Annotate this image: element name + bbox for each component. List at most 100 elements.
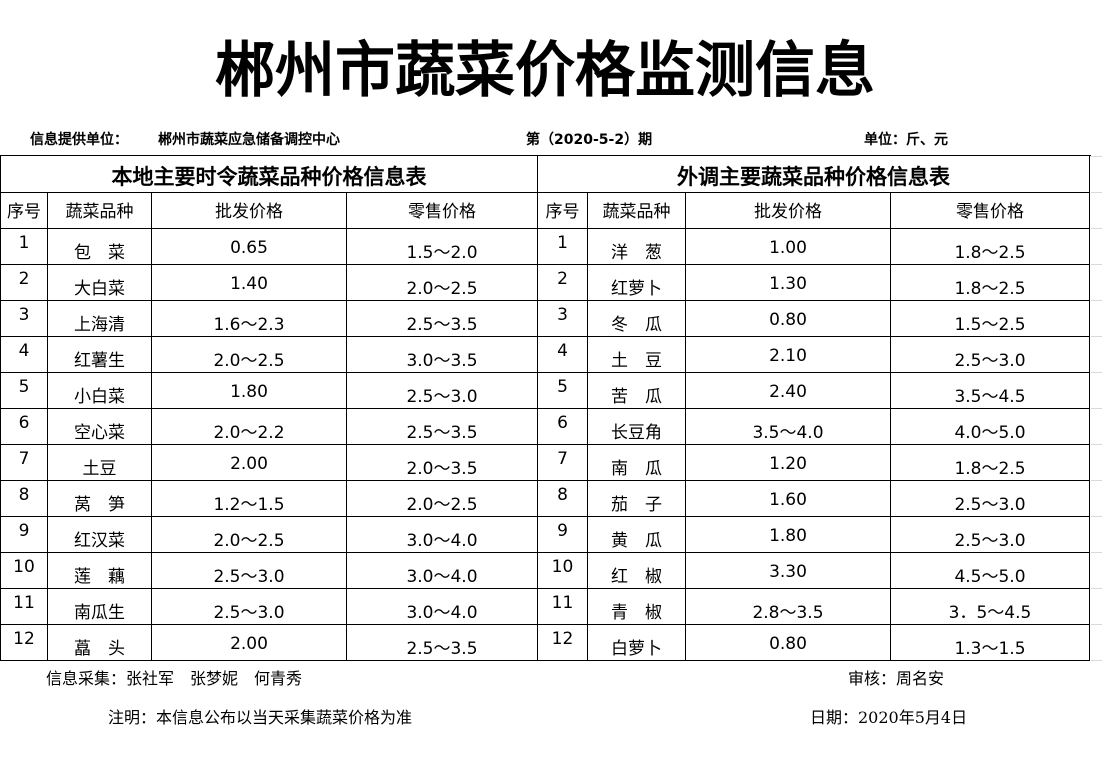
- cell: 2.5～3.5: [347, 409, 538, 445]
- footer-band: [0, 661, 1102, 741]
- cell: 1.8～2.5: [891, 265, 1090, 301]
- cell: 南 瓜: [588, 445, 686, 481]
- row-number-text: 2: [557, 269, 568, 289]
- cell-text: 0.65: [230, 238, 268, 258]
- cell: 2.5～3.0: [152, 589, 347, 625]
- row-number-text: 8: [557, 485, 568, 505]
- cell-text: 1.80: [769, 526, 807, 546]
- cell-text: 青 椒: [611, 603, 662, 623]
- row-number: 1: [0, 229, 48, 265]
- column-header-text: 批发价格: [215, 202, 283, 222]
- cell-text: 1.2～1.5: [213, 495, 285, 515]
- cell-text: 3.0～4.0: [406, 567, 478, 587]
- cell: 1.20: [686, 445, 891, 481]
- cell-text: 苦 瓜: [611, 387, 662, 407]
- column-header-text: 序号: [545, 202, 580, 222]
- cell: 2.5～3.0: [891, 337, 1090, 373]
- cell-text: 洋 葱: [611, 243, 662, 263]
- cell-text: 莴 笋: [74, 495, 125, 515]
- cell-text: 2.5～3.0: [406, 387, 478, 407]
- cell: 1.5～2.0: [347, 229, 538, 265]
- cell: 2.00: [152, 625, 347, 661]
- cell-text: 3.0～4.0: [406, 603, 478, 623]
- column-header-text: 零售价格: [408, 202, 476, 222]
- cell: 4.0～5.0: [891, 409, 1090, 445]
- column-header-text: 零售价格: [956, 202, 1024, 222]
- column-header: 蔬菜品种: [48, 193, 152, 229]
- note: 注明：本信息公布以当天采集蔬菜价格为准: [108, 708, 413, 727]
- cell: 2.0～2.5: [347, 265, 538, 301]
- cell-text: 2.0～2.5: [213, 531, 285, 551]
- row-number: 10: [538, 553, 588, 589]
- cell-text: 2.0～3.5: [406, 459, 478, 479]
- cell: 3.0～4.0: [347, 553, 538, 589]
- cell: 小白菜: [48, 373, 152, 409]
- cell-text: 红萝卜: [611, 279, 662, 299]
- cell-text: 4.0～5.0: [954, 423, 1026, 443]
- cell: 包 菜: [48, 229, 152, 265]
- row-number-text: 9: [18, 521, 30, 541]
- cell: 4.5～5.0: [891, 553, 1090, 589]
- cell: 青 椒: [588, 589, 686, 625]
- cell-text: 3.5～4.5: [954, 387, 1026, 407]
- cell-text: 1.20: [769, 454, 807, 474]
- cell-text: 1.30: [769, 274, 807, 294]
- cell-text: 0.80: [769, 634, 807, 654]
- cell: 莴 笋: [48, 481, 152, 517]
- row-number-text: 4: [557, 341, 568, 361]
- cell-text: 大白菜: [74, 279, 125, 299]
- cell-text: 3.0～3.5: [406, 351, 478, 371]
- cell-text: 2.0～2.5: [406, 279, 478, 299]
- row-number: 1: [538, 229, 588, 265]
- provider-label: 信息提供单位：: [30, 132, 128, 148]
- cell-text: 1.40: [230, 274, 268, 294]
- column-header: 批发价格: [152, 193, 347, 229]
- row-number-text: 9: [557, 521, 568, 541]
- row-number-text: 8: [18, 485, 30, 505]
- cell: 1.3～1.5: [891, 625, 1090, 661]
- cell-text: 上海清: [74, 315, 125, 335]
- cell-text: 1.80: [230, 382, 268, 402]
- row-number-text: 6: [18, 413, 30, 433]
- cell-text: 土豆: [82, 459, 117, 479]
- cell-text: 1.8～2.5: [954, 279, 1026, 299]
- cell: 3.5～4.0: [686, 409, 891, 445]
- row-number-text: 7: [18, 449, 30, 469]
- cell: 1.40: [152, 265, 347, 301]
- cell-text: 0.80: [769, 310, 807, 330]
- row-number-text: 1: [557, 233, 568, 253]
- cell-text: 1.8～2.5: [954, 243, 1026, 263]
- row-number-text: 5: [18, 377, 30, 397]
- cell: 3.5～4.5: [891, 373, 1090, 409]
- info-band: [0, 118, 1102, 156]
- cell: 2.40: [686, 373, 891, 409]
- cell: 2.0～2.5: [152, 337, 347, 373]
- row-number: 5: [0, 373, 48, 409]
- cell-text: 2.5～3.0: [213, 603, 285, 623]
- row-number: 4: [538, 337, 588, 373]
- cell-text: 南瓜生: [74, 603, 125, 623]
- cell-text: 2.0～2.5: [406, 495, 478, 515]
- cell: 苦 瓜: [588, 373, 686, 409]
- cell: 3.30: [686, 553, 891, 589]
- cell: 白萝卜: [588, 625, 686, 661]
- cell-text: 1.6～2.3: [213, 315, 285, 335]
- cell-text: 黄 瓜: [611, 531, 662, 551]
- title-band: [0, 0, 1102, 118]
- cell: 大白菜: [48, 265, 152, 301]
- cell: 1.80: [152, 373, 347, 409]
- cell-text: 红 椒: [611, 567, 662, 587]
- cell-text: 小白菜: [74, 387, 125, 407]
- row-number: 5: [538, 373, 588, 409]
- row-number: 8: [0, 481, 48, 517]
- cell-text: 南 瓜: [611, 459, 662, 479]
- column-header: 序号: [0, 193, 48, 229]
- cell: 0.80: [686, 625, 891, 661]
- collectors: 信息采集：张社军 张梦妮 何青秀: [46, 669, 303, 688]
- row-number: 2: [0, 265, 48, 301]
- column-header: 批发价格: [686, 193, 891, 229]
- cell: 1.2～1.5: [152, 481, 347, 517]
- cell: 2.5～3.5: [347, 301, 538, 337]
- cell-text: 长豆角: [611, 423, 662, 443]
- cell: 南瓜生: [48, 589, 152, 625]
